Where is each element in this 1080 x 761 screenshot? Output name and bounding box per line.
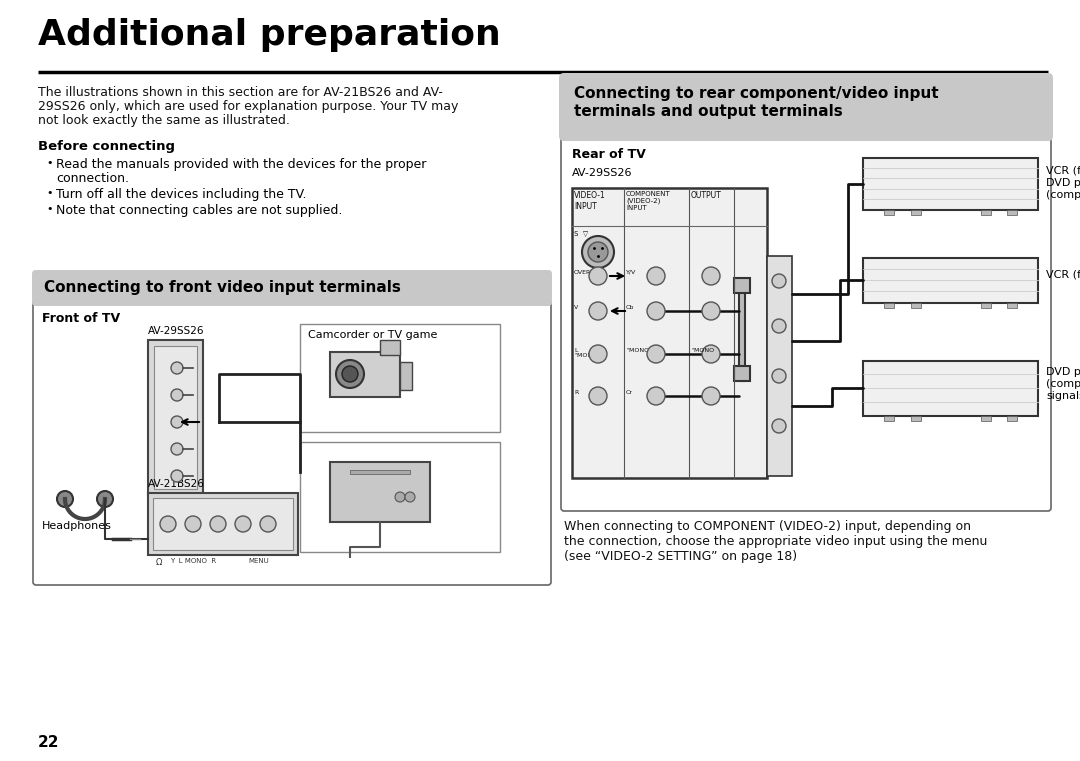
FancyBboxPatch shape xyxy=(559,73,1053,141)
Text: Camcorder or TV game: Camcorder or TV game xyxy=(308,330,437,340)
Circle shape xyxy=(702,267,720,285)
Text: OVER: OVER xyxy=(573,270,591,275)
Text: Cb: Cb xyxy=(626,305,634,310)
Circle shape xyxy=(647,267,665,285)
Text: •: • xyxy=(46,204,53,214)
Circle shape xyxy=(336,360,364,388)
Circle shape xyxy=(171,470,183,482)
Text: 29SS26 only, which are used for explanation purpose. Your TV may: 29SS26 only, which are used for explanat… xyxy=(38,100,458,113)
FancyBboxPatch shape xyxy=(561,137,1051,511)
Text: Connecting to rear component/video input: Connecting to rear component/video input xyxy=(573,86,939,101)
Circle shape xyxy=(589,302,607,320)
Text: VCR (for playing): VCR (for playing) xyxy=(1047,166,1080,176)
Bar xyxy=(910,210,920,215)
Text: Ω: Ω xyxy=(156,558,162,567)
Text: "MONO: "MONO xyxy=(626,348,649,353)
Bar xyxy=(572,188,767,478)
Circle shape xyxy=(405,492,415,502)
Circle shape xyxy=(702,345,720,363)
FancyBboxPatch shape xyxy=(32,270,552,306)
Text: Cr: Cr xyxy=(626,390,633,395)
Circle shape xyxy=(589,267,607,285)
Bar xyxy=(734,366,750,381)
Text: V: V xyxy=(573,305,578,310)
Text: Connecting to front video input terminals: Connecting to front video input terminal… xyxy=(44,280,401,295)
Text: The illustrations shown in this section are for AV-21BS26 and AV-: The illustrations shown in this section … xyxy=(38,86,443,99)
Bar xyxy=(350,470,410,474)
Bar xyxy=(148,340,203,495)
Circle shape xyxy=(185,516,201,532)
Circle shape xyxy=(171,362,183,374)
Text: VCR (for recording): VCR (for recording) xyxy=(1047,270,1080,280)
Text: Headphones: Headphones xyxy=(42,521,112,531)
Bar xyxy=(885,210,894,215)
Text: When connecting to COMPONENT (VIDEO-2) input, depending on: When connecting to COMPONENT (VIDEO-2) i… xyxy=(564,520,971,533)
Bar xyxy=(739,281,745,381)
FancyBboxPatch shape xyxy=(33,301,551,585)
Bar xyxy=(863,361,1038,416)
Circle shape xyxy=(210,516,226,532)
Text: Before connecting: Before connecting xyxy=(38,140,175,153)
Text: OUTPUT: OUTPUT xyxy=(691,191,721,200)
Circle shape xyxy=(647,387,665,405)
Bar xyxy=(910,416,920,421)
Circle shape xyxy=(582,236,615,268)
Circle shape xyxy=(772,274,786,288)
Bar xyxy=(300,324,500,432)
Circle shape xyxy=(647,302,665,320)
Bar xyxy=(885,416,894,421)
Text: R: R xyxy=(573,390,578,395)
Text: Front of TV: Front of TV xyxy=(42,312,120,325)
Bar xyxy=(330,352,400,397)
Bar xyxy=(330,462,430,522)
Circle shape xyxy=(588,242,608,262)
Text: "MONO: "MONO xyxy=(691,348,714,353)
Text: (composite signals): (composite signals) xyxy=(1047,190,1080,200)
Bar xyxy=(154,346,197,489)
Text: Additional preparation: Additional preparation xyxy=(38,18,501,52)
Bar xyxy=(300,442,500,552)
Text: connection.: connection. xyxy=(56,172,129,185)
Bar xyxy=(734,278,750,293)
Bar xyxy=(863,158,1038,210)
Text: terminals and output terminals: terminals and output terminals xyxy=(573,104,842,119)
Circle shape xyxy=(772,319,786,333)
Text: Turn off all the devices including the TV.: Turn off all the devices including the T… xyxy=(56,188,307,201)
Text: VIDEO-1
INPUT: VIDEO-1 INPUT xyxy=(573,191,606,211)
Text: (see “VIDEO-2 SETTING” on page 18): (see “VIDEO-2 SETTING” on page 18) xyxy=(564,550,797,563)
Text: AV-29SS26: AV-29SS26 xyxy=(148,326,204,336)
Bar xyxy=(400,362,411,390)
Text: MENU: MENU xyxy=(248,558,269,564)
Text: Y/V: Y/V xyxy=(626,270,636,275)
Circle shape xyxy=(702,387,720,405)
Circle shape xyxy=(342,366,357,382)
Circle shape xyxy=(160,516,176,532)
Bar xyxy=(863,258,1038,303)
Circle shape xyxy=(235,516,251,532)
Circle shape xyxy=(589,387,607,405)
Text: Read the manuals provided with the devices for the proper: Read the manuals provided with the devic… xyxy=(56,158,427,171)
Bar xyxy=(767,256,792,476)
Text: (component video: (component video xyxy=(1047,379,1080,389)
Circle shape xyxy=(395,492,405,502)
Text: the connection, choose the appropriate video input using the menu: the connection, choose the appropriate v… xyxy=(564,535,987,548)
Circle shape xyxy=(260,516,276,532)
Text: Rear of TV: Rear of TV xyxy=(572,148,646,161)
Circle shape xyxy=(171,416,183,428)
Bar xyxy=(153,498,293,550)
Circle shape xyxy=(647,345,665,363)
Text: COMPONENT
(VIDEO-2)
INPUT: COMPONENT (VIDEO-2) INPUT xyxy=(626,191,671,212)
Text: •: • xyxy=(46,188,53,198)
Bar xyxy=(1007,303,1016,308)
Bar xyxy=(1007,416,1016,421)
Circle shape xyxy=(589,345,607,363)
Bar xyxy=(981,210,990,215)
Text: S  ▽: S ▽ xyxy=(573,230,589,236)
Circle shape xyxy=(772,369,786,383)
Circle shape xyxy=(772,419,786,433)
Bar xyxy=(380,340,400,355)
Text: •: • xyxy=(46,158,53,168)
Text: DVD player: DVD player xyxy=(1047,178,1080,188)
Circle shape xyxy=(702,302,720,320)
Circle shape xyxy=(171,443,183,455)
